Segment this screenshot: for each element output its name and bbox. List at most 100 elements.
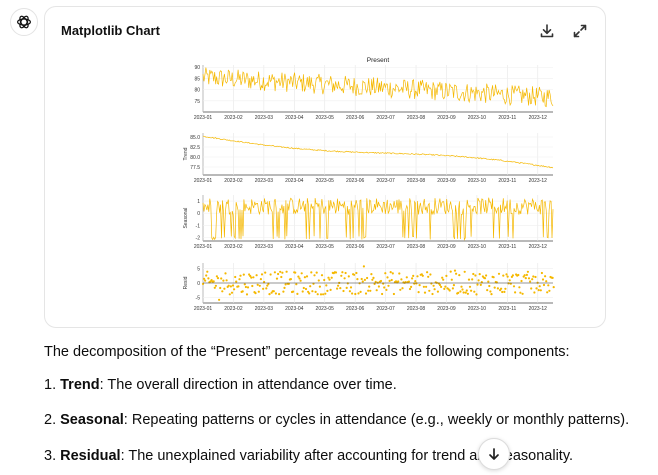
- x-tick-label: 2023-12: [529, 244, 548, 250]
- residual-point: [319, 293, 323, 296]
- residual-point: [497, 272, 501, 275]
- x-tick-label: 2023-01: [194, 115, 213, 121]
- residual-point: [317, 279, 320, 282]
- residual-point: [327, 276, 330, 279]
- residual-point: [507, 282, 510, 285]
- residual-point: [213, 286, 216, 289]
- residual-point: [349, 286, 353, 289]
- residual-point: [230, 291, 234, 294]
- residual-point: [218, 298, 221, 301]
- expand-button[interactable]: [570, 21, 590, 41]
- residual-point: [298, 277, 301, 280]
- residual-point: [500, 287, 503, 290]
- residual-point: [408, 287, 412, 291]
- residual-point: [425, 285, 428, 288]
- residual-point: [252, 276, 255, 279]
- residual-point: [322, 293, 325, 296]
- residual-point: [368, 285, 371, 288]
- residual-point: [542, 283, 546, 287]
- residual-point: [415, 282, 418, 285]
- x-tick-label: 2023-02: [224, 115, 243, 121]
- residual-point: [225, 279, 228, 282]
- residual-point: [303, 276, 306, 279]
- residual-point: [221, 290, 224, 293]
- residual-point: [295, 283, 298, 286]
- residual-point: [518, 286, 521, 289]
- residual-point: [431, 292, 434, 296]
- download-icon: [540, 24, 554, 38]
- residual-point: [502, 274, 505, 277]
- y-tick-label: 80: [194, 88, 200, 94]
- residual-point: [273, 271, 276, 274]
- residual-point: [366, 276, 369, 280]
- residual-point: [466, 292, 469, 295]
- residual-point: [531, 278, 534, 281]
- residual-point: [405, 276, 408, 279]
- x-tick-label: 2023-08: [407, 178, 426, 184]
- residual-point: [311, 290, 314, 293]
- residual-point: [220, 277, 223, 280]
- residual-point: [318, 285, 321, 288]
- residual-point: [460, 285, 463, 288]
- y-tick-label: 77.5: [190, 165, 200, 171]
- residual-point: [245, 293, 249, 296]
- residual-point: [206, 270, 209, 273]
- residual-point: [307, 290, 310, 293]
- download-button[interactable]: [537, 21, 557, 41]
- list-item-residual: 3. Residual: The unexplained variability…: [44, 448, 573, 464]
- residual-point: [336, 287, 339, 290]
- residual-point: [207, 277, 210, 280]
- residual-point: [525, 273, 528, 276]
- x-tick-label: 2023-08: [407, 244, 426, 250]
- scroll-down-button[interactable]: [478, 438, 510, 470]
- residual-point: [486, 289, 489, 292]
- residual-point: [385, 288, 388, 291]
- residual-point: [450, 278, 453, 281]
- x-tick-label: 2023-09: [437, 306, 456, 312]
- x-tick-label: 2023-05: [316, 306, 335, 312]
- residual-point: [224, 272, 227, 275]
- residual-point: [310, 271, 313, 274]
- residual-point: [237, 285, 240, 288]
- residual-point: [347, 275, 350, 278]
- residual-point: [428, 289, 431, 292]
- residual-point: [279, 270, 282, 273]
- residual-point: [285, 270, 288, 273]
- y-tick-label: 5: [197, 267, 200, 273]
- residual-point: [468, 285, 472, 288]
- residual-point: [386, 276, 389, 279]
- residual-point: [400, 278, 403, 281]
- x-tick-label: 2023-11: [498, 115, 516, 121]
- residual-point: [532, 275, 535, 278]
- residual-point: [475, 293, 478, 296]
- residual-point: [324, 292, 327, 295]
- x-tick-label: 2023-11: [498, 244, 516, 250]
- residual-point: [536, 281, 539, 284]
- residual-point: [501, 290, 504, 294]
- list-term: Seasonal: [60, 412, 124, 428]
- x-tick-label: 2023-06: [346, 306, 365, 312]
- residual-point: [367, 289, 370, 292]
- residual-point: [265, 287, 268, 290]
- residual-point: [243, 283, 246, 286]
- residual-point: [479, 283, 482, 286]
- residual-point: [228, 293, 231, 296]
- openai-logo-icon: [17, 15, 31, 29]
- residual-point: [504, 287, 507, 290]
- x-tick-label: 2023-10: [468, 115, 487, 121]
- residual-point: [278, 293, 281, 296]
- residual-point: [391, 272, 394, 275]
- list-desc: : The overall direction in attendance ov…: [99, 377, 397, 393]
- list-item-seasonal: 2. Seasonal: Repeating patterns or cycle…: [44, 412, 629, 428]
- x-tick-label: 2023-02: [224, 306, 243, 312]
- residual-point: [340, 274, 343, 277]
- residual-point: [534, 275, 537, 279]
- residual-point: [373, 282, 376, 285]
- y-axis-label: Seasonal: [183, 208, 189, 229]
- x-tick-label: 2023-03: [255, 306, 274, 312]
- residual-point: [269, 273, 272, 276]
- residual-point: [309, 285, 312, 288]
- residual-point: [212, 280, 215, 283]
- residual-point: [485, 274, 488, 277]
- list-term: Residual: [60, 448, 121, 464]
